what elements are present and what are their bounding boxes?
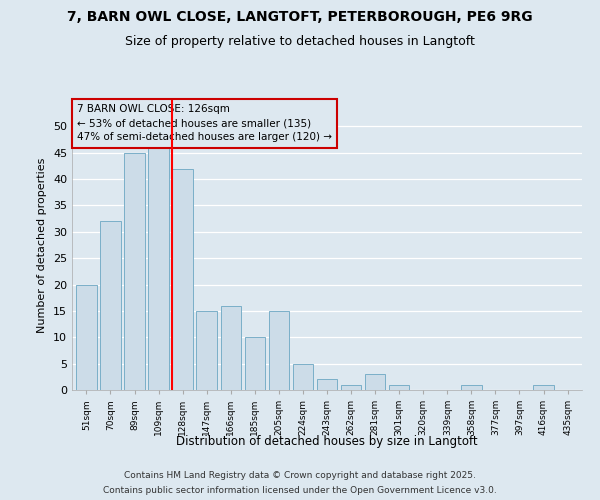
Bar [172, 168, 193, 390]
Bar [76, 284, 97, 390]
Bar [533, 384, 554, 390]
Y-axis label: Number of detached properties: Number of detached properties [37, 158, 47, 332]
Bar [293, 364, 313, 390]
Bar [245, 338, 265, 390]
Text: Size of property relative to detached houses in Langtoft: Size of property relative to detached ho… [125, 35, 475, 48]
Text: Distribution of detached houses by size in Langtoft: Distribution of detached houses by size … [176, 435, 478, 448]
Bar [148, 148, 169, 390]
Text: Contains HM Land Registry data © Crown copyright and database right 2025.: Contains HM Land Registry data © Crown c… [124, 471, 476, 480]
Bar [461, 384, 482, 390]
Bar [341, 384, 361, 390]
Bar [124, 152, 145, 390]
Bar [269, 311, 289, 390]
Bar [389, 384, 409, 390]
Text: 7 BARN OWL CLOSE: 126sqm
← 53% of detached houses are smaller (135)
47% of semi-: 7 BARN OWL CLOSE: 126sqm ← 53% of detach… [77, 104, 332, 142]
Bar [365, 374, 385, 390]
Bar [317, 380, 337, 390]
Text: 7, BARN OWL CLOSE, LANGTOFT, PETERBOROUGH, PE6 9RG: 7, BARN OWL CLOSE, LANGTOFT, PETERBOROUG… [67, 10, 533, 24]
Bar [100, 222, 121, 390]
Bar [221, 306, 241, 390]
Bar [196, 311, 217, 390]
Text: Contains public sector information licensed under the Open Government Licence v3: Contains public sector information licen… [103, 486, 497, 495]
